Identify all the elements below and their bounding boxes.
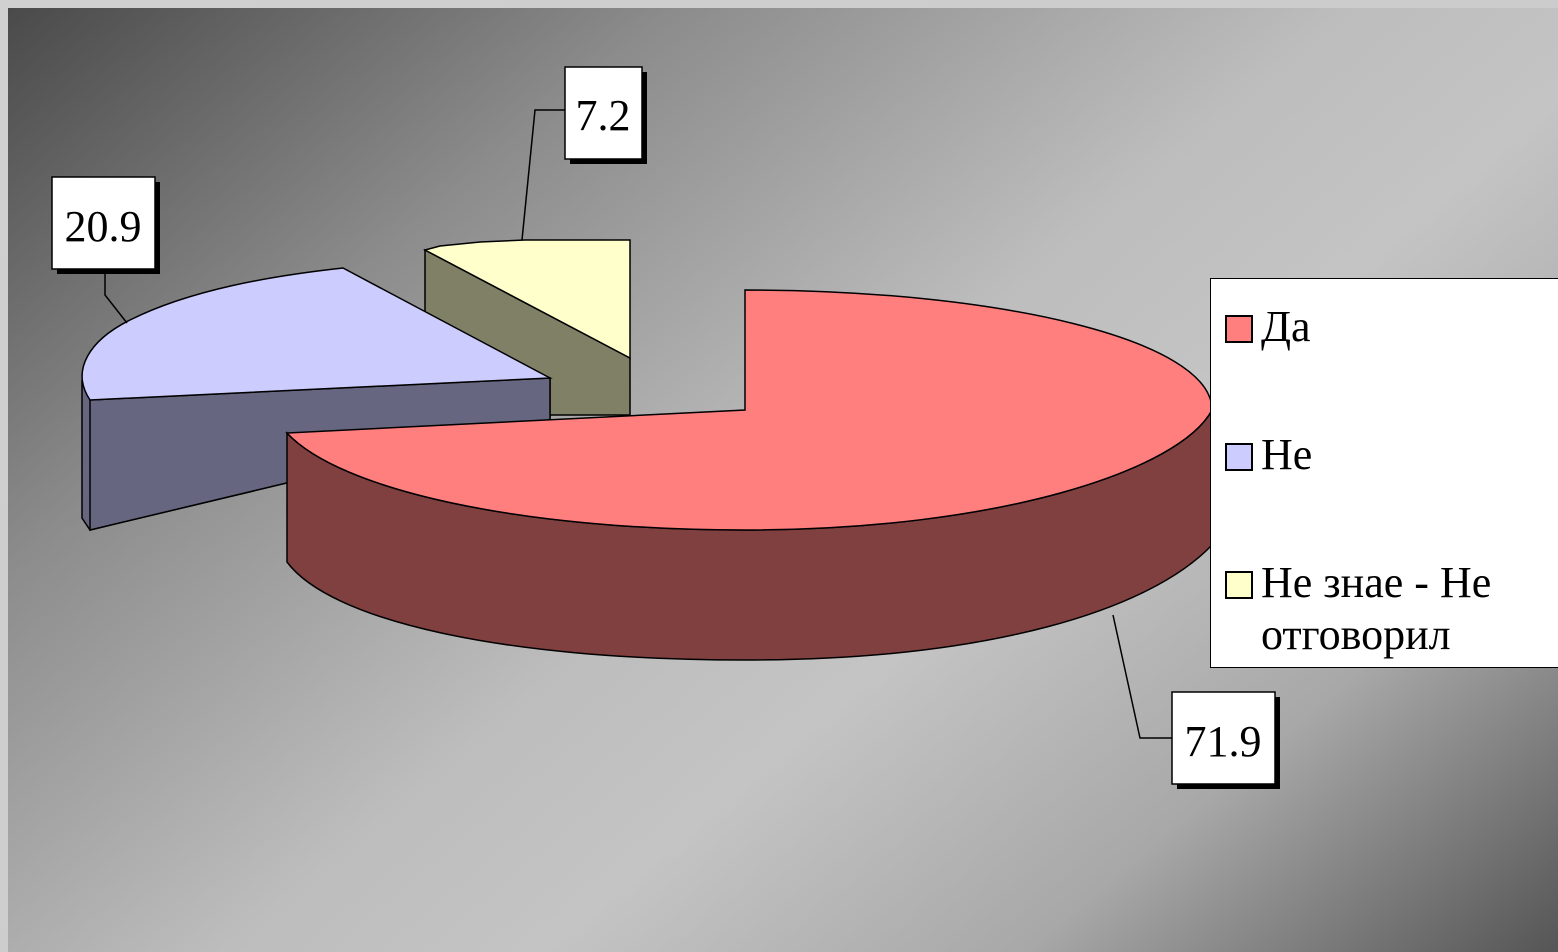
legend-item-yes: Да — [1225, 301, 1551, 353]
legend-label-no: Не — [1261, 430, 1313, 479]
data-label-undecided: 7.2 — [564, 66, 647, 164]
data-label-yes-text: 71.9 — [1185, 717, 1262, 766]
pie-slice-no — [81, 267, 553, 401]
legend-label-yes: Да — [1261, 302, 1311, 351]
leader-line-no — [104, 272, 128, 324]
data-label-undecided-text: 7.2 — [576, 91, 631, 140]
legend-label-undecided: Не знае - Не отговорил — [1261, 558, 1492, 659]
legend-swatch-undecided — [1225, 571, 1253, 599]
chart-legend: Да Не Не знае - Не отговорил — [1210, 278, 1558, 668]
data-label-yes: 71.9 — [1171, 691, 1280, 789]
leader-line-yes — [1112, 614, 1172, 739]
data-label-no: 20.9 — [51, 176, 160, 274]
legend-swatch-no — [1225, 443, 1253, 471]
legend-swatch-yes — [1225, 315, 1253, 343]
data-label-no-text: 20.9 — [65, 202, 142, 251]
pie-slice-yes — [285, 289, 1213, 531]
pie-slice-undecided — [422, 239, 631, 360]
legend-item-undecided: Не знае - Не отговорил — [1225, 557, 1551, 661]
legend-item-no: Не — [1225, 429, 1551, 481]
slice-group-yes — [285, 289, 1213, 661]
leader-line-undecided — [521, 109, 565, 241]
